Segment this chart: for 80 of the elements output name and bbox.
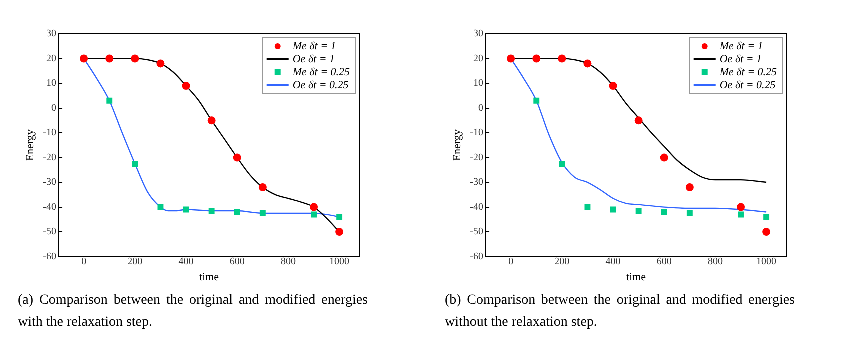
point (532, 54, 541, 63)
legend-label: Me δt = 0.25 (718, 66, 778, 78)
y-tick-label: -60 (43, 251, 57, 262)
legend-label: Oe δt = 0.25 (720, 79, 776, 92)
y-tick-label: 0 (52, 102, 57, 114)
x-tick-label: 0 (508, 256, 514, 268)
y-tick-label: -20 (43, 152, 57, 164)
point (310, 203, 318, 212)
legend-label: Me δt = 1 (718, 40, 764, 52)
y-tick-label: 10 (46, 78, 57, 90)
legend-label: Oe δt = 0.25 (292, 79, 350, 92)
point (106, 98, 113, 104)
x-tick-label: 200 (128, 256, 143, 268)
x-tick-label: 800 (708, 256, 723, 268)
point (558, 54, 566, 63)
text: (b) Comparison between the original and modified energies without the relaxation step. (445, 292, 795, 332)
point (686, 210, 693, 216)
point (234, 209, 240, 216)
point (634, 116, 643, 125)
x-tick-label: 800 (280, 256, 296, 268)
point (156, 60, 165, 68)
point (260, 210, 266, 216)
y-tick-label: -60 (470, 251, 484, 262)
point (764, 214, 770, 220)
y-tick-label: 20 (46, 53, 57, 64)
point (131, 54, 140, 63)
legend-label: Me δt = 0.25 (292, 66, 350, 78)
point (559, 160, 566, 167)
point (132, 160, 138, 167)
point (609, 82, 618, 90)
point (534, 98, 540, 104)
legend-label: Me δt = 1 (292, 40, 336, 52)
legend-label: Oe δt = 1 (720, 53, 762, 66)
y-tick-label: -40 (43, 202, 57, 213)
text: (a) Comparison between the original and modified energies with the relaxation step. (18, 292, 368, 332)
x-tick-label: 1000 (330, 256, 350, 268)
legend-label: Oe δt = 1 (292, 53, 336, 66)
point (208, 116, 216, 125)
point (311, 212, 317, 218)
x-tick-label: 600 (230, 256, 245, 268)
point (661, 209, 668, 216)
point (158, 204, 164, 210)
point (208, 208, 215, 214)
y-tick-label: -50 (470, 226, 484, 238)
y-tick-label: -30 (43, 177, 57, 188)
point (738, 212, 744, 218)
x-tick-label: 1000 (756, 256, 777, 268)
x-axis-title: time (199, 271, 220, 284)
x-tick-label: 400 (178, 256, 194, 268)
point (336, 228, 344, 236)
y-tick-label: 10 (474, 78, 484, 90)
y-tick-label: 0 (478, 102, 484, 114)
x-tick-label: 0 (82, 256, 87, 268)
y-tick-label: -10 (470, 128, 484, 139)
point (336, 214, 343, 220)
point (182, 82, 190, 90)
point (106, 54, 114, 63)
x-axis-title: time (626, 271, 646, 284)
y-tick-label: -30 (470, 177, 484, 188)
point (258, 183, 267, 192)
y-tick-label: -20 (470, 152, 484, 164)
y-tick-label: 30 (474, 28, 484, 40)
y-axis-title: Energy (451, 129, 464, 162)
y-tick-label: -40 (470, 202, 484, 213)
point (636, 208, 642, 214)
point (762, 228, 771, 236)
point (660, 154, 668, 162)
point (737, 203, 746, 212)
point (233, 154, 242, 162)
y-tick-label: -10 (43, 128, 57, 139)
x-tick-label: 600 (656, 256, 672, 268)
point (686, 183, 694, 192)
x-tick-label: 400 (606, 256, 621, 268)
y-tick-label: -50 (43, 226, 57, 238)
y-tick-label: 30 (46, 28, 57, 40)
x-tick-label: 200 (554, 256, 570, 268)
y-axis-title: Energy (24, 129, 36, 162)
point (584, 204, 591, 210)
point (584, 60, 592, 68)
y-tick-label: 20 (474, 53, 484, 64)
